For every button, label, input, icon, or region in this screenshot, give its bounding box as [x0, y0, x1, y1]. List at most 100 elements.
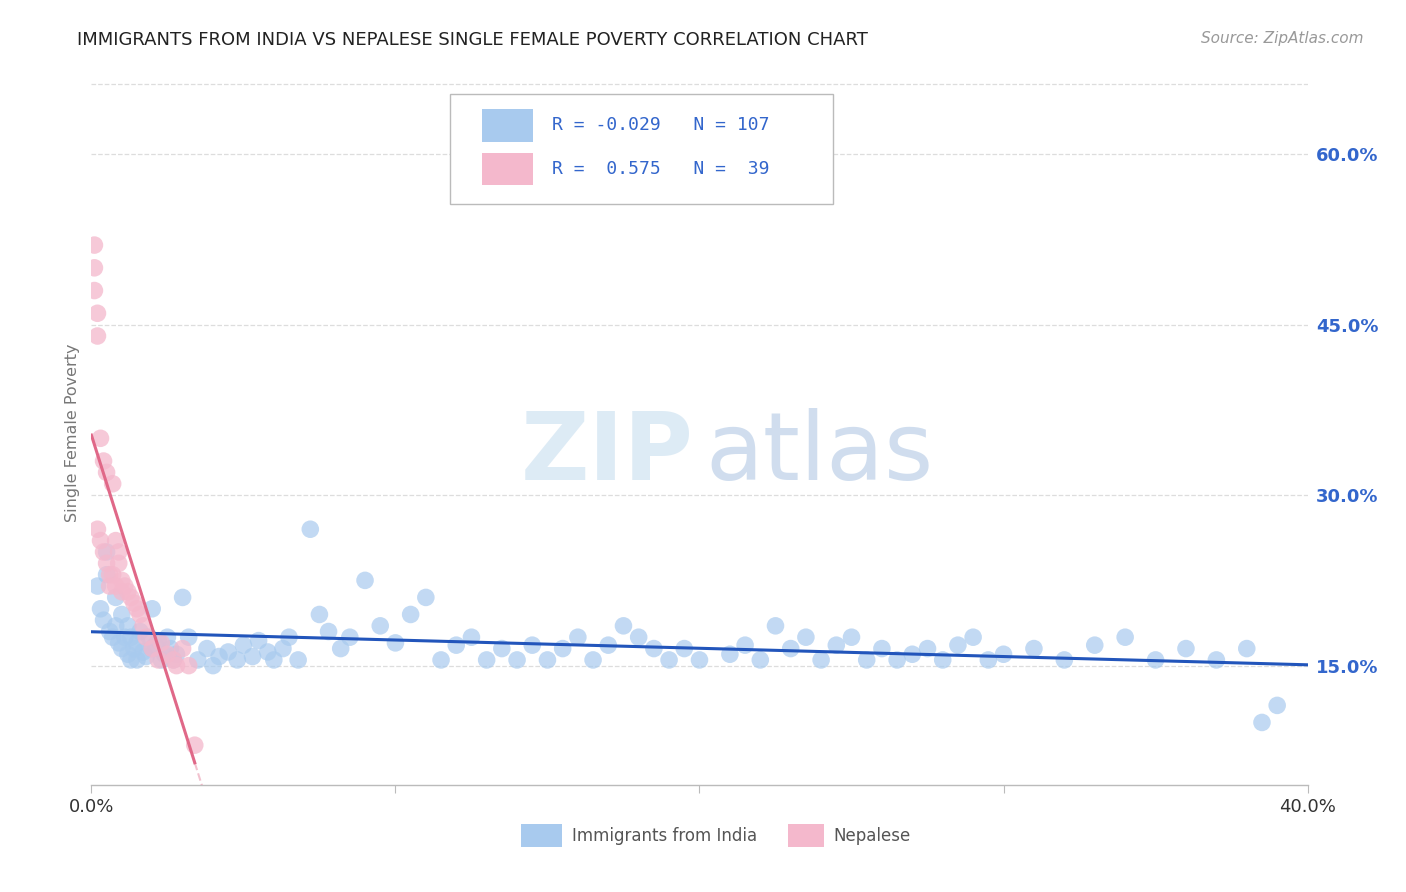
Point [1084, 638, 1107, 652]
Point [1205, 653, 1227, 667]
Point [135, 649, 157, 664]
Point [98, 624, 121, 639]
Point [184, 738, 207, 752]
Point [263, 653, 285, 667]
Point [612, 619, 634, 633]
Point [962, 630, 984, 644]
Point [1114, 630, 1136, 644]
Point [368, 619, 391, 633]
Point [318, 624, 340, 639]
Y-axis label: Single Female Poverty: Single Female Poverty [65, 343, 80, 522]
Point [93, 545, 115, 559]
Point [1265, 698, 1288, 713]
Point [120, 630, 142, 644]
Point [114, 630, 136, 644]
Point [83, 284, 105, 298]
Point [96, 545, 118, 559]
Point [841, 630, 863, 644]
Point [256, 645, 278, 659]
Point [117, 647, 139, 661]
Point [104, 579, 127, 593]
Point [101, 630, 124, 644]
Point [658, 653, 681, 667]
Point [917, 641, 939, 656]
Point [111, 574, 134, 588]
Point [444, 638, 467, 652]
Point [734, 638, 756, 652]
Text: atlas: atlas [706, 408, 934, 500]
Text: R = -0.029   N = 107: R = -0.029 N = 107 [553, 116, 770, 135]
Point [1053, 653, 1076, 667]
Point [93, 613, 115, 627]
Point [86, 579, 108, 593]
Point [111, 584, 134, 599]
Point [141, 641, 163, 656]
FancyBboxPatch shape [482, 153, 533, 186]
Point [148, 633, 170, 648]
Point [141, 641, 163, 656]
Point [162, 653, 184, 667]
Point [177, 658, 200, 673]
Point [129, 624, 152, 639]
Point [187, 653, 209, 667]
Point [148, 653, 170, 667]
Point [522, 638, 544, 652]
Text: R =  0.575   N =  39: R = 0.575 N = 39 [553, 160, 770, 178]
Text: Immigrants from India: Immigrants from India [572, 827, 756, 845]
Point [93, 454, 115, 468]
Point [101, 567, 124, 582]
Point [111, 607, 134, 622]
Text: Nepalese: Nepalese [834, 827, 911, 845]
Point [135, 630, 157, 644]
Point [172, 591, 194, 605]
FancyBboxPatch shape [450, 95, 834, 203]
Point [132, 645, 155, 659]
Point [247, 633, 270, 648]
Point [96, 557, 118, 571]
Point [226, 653, 249, 667]
Point [399, 607, 422, 622]
Point [946, 638, 969, 652]
Point [104, 619, 127, 633]
Point [159, 641, 181, 656]
Point [150, 653, 173, 667]
Point [120, 653, 142, 667]
Point [166, 647, 188, 661]
Point [202, 658, 225, 673]
Point [153, 647, 176, 661]
Point [673, 641, 696, 656]
Point [156, 630, 179, 644]
Point [177, 630, 200, 644]
Point [166, 658, 188, 673]
Point [83, 238, 105, 252]
Point [104, 591, 127, 605]
Point [384, 636, 406, 650]
Point [354, 574, 377, 588]
Point [1174, 641, 1197, 656]
Point [172, 641, 194, 656]
Point [138, 630, 160, 644]
Text: IMMIGRANTS FROM INDIA VS NEPALESE SINGLE FEMALE POVERTY CORRELATION CHART: IMMIGRANTS FROM INDIA VS NEPALESE SINGLE… [77, 31, 869, 49]
Point [111, 641, 134, 656]
Point [506, 653, 529, 667]
Point [329, 641, 352, 656]
Point [122, 596, 145, 610]
Point [749, 653, 772, 667]
Point [765, 619, 787, 633]
Point [96, 466, 118, 480]
Point [567, 630, 589, 644]
Point [86, 522, 108, 536]
Text: ZIP: ZIP [520, 408, 693, 500]
Point [156, 647, 179, 661]
Point [89, 533, 111, 548]
Point [287, 653, 309, 667]
Point [208, 649, 231, 664]
Point [430, 653, 453, 667]
Point [339, 630, 361, 644]
Point [977, 653, 1000, 667]
Point [125, 601, 148, 615]
Text: Source: ZipAtlas.com: Source: ZipAtlas.com [1201, 31, 1364, 46]
Point [98, 579, 121, 593]
Point [117, 584, 139, 599]
Point [536, 653, 558, 667]
